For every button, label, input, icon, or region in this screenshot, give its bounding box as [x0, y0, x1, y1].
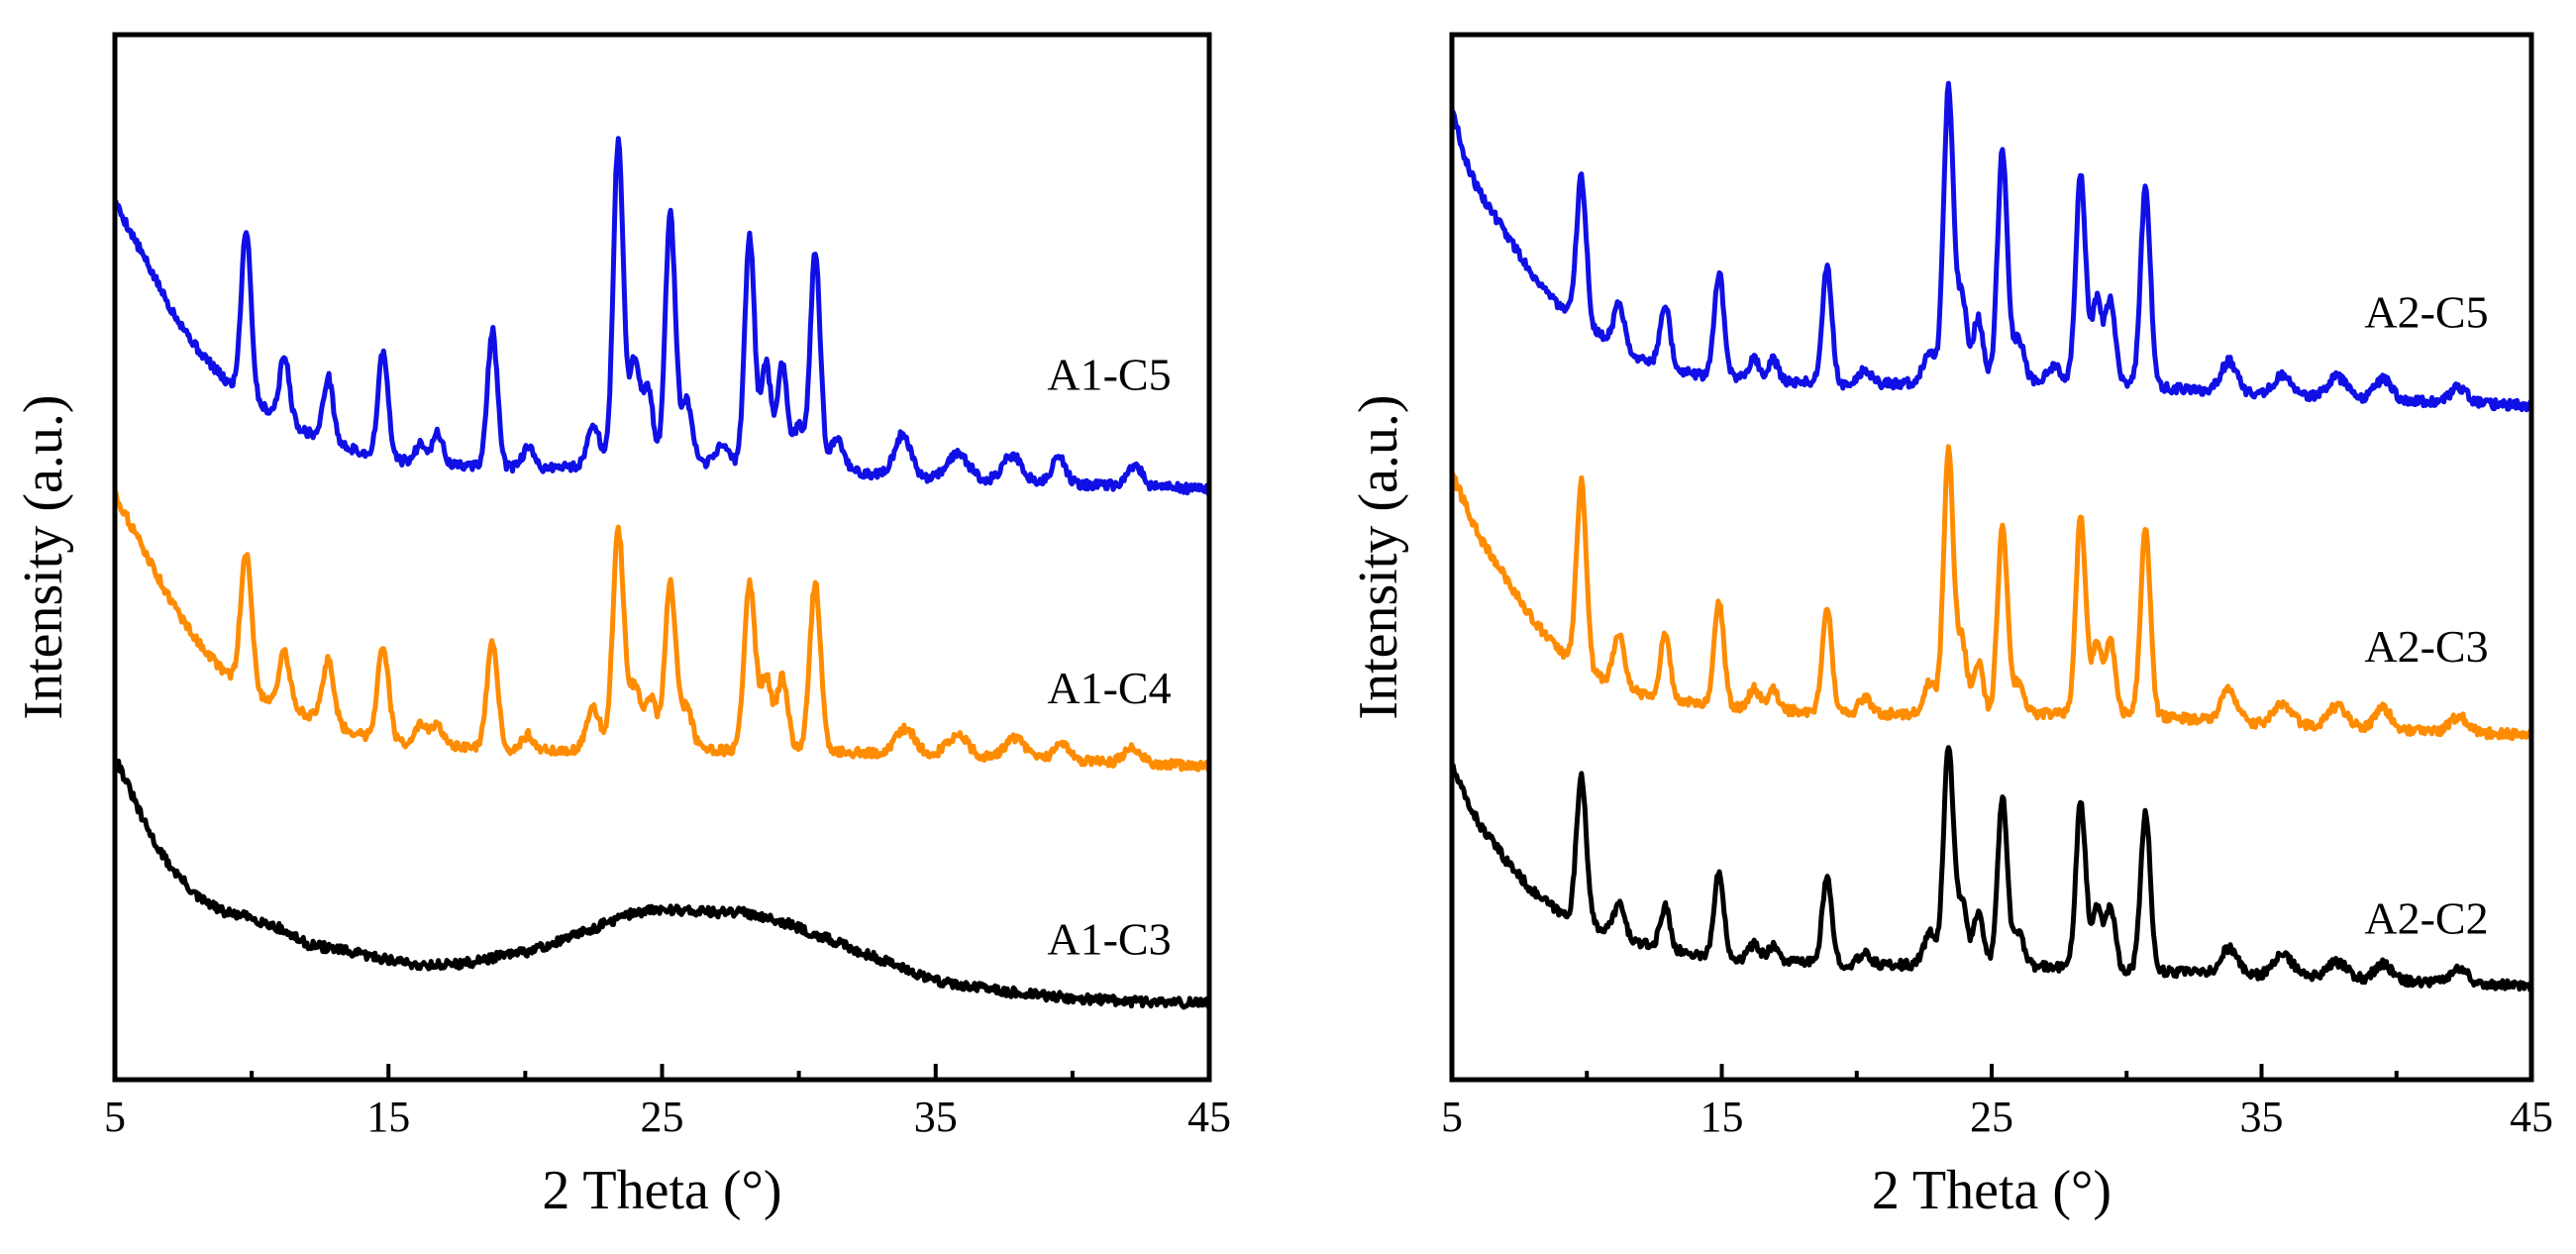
series-label-a2-c3: A2-C3: [2364, 621, 2488, 672]
x-tick-label: 15: [1700, 1093, 1744, 1141]
series-line-a1-c3: [112, 757, 1212, 1010]
chart-panel-left: A1-C5 A1-C4 A1-C3 5 15 25 35 45 2 Theta (°) Inten…: [13, 32, 1231, 1221]
x-tick-label: 25: [641, 1093, 684, 1141]
series-label-a2-c5: A2-C5: [2364, 286, 2488, 337]
x-axis-title: 2 Theta (°): [542, 1160, 781, 1221]
series-line-a1-c4: [112, 490, 1211, 773]
x-tick-label: 35: [2240, 1093, 2284, 1141]
series-label-a1-c5: A1-C5: [1047, 350, 1171, 400]
x-tick-label: 15: [366, 1093, 410, 1141]
series-line-a2-c2: [1449, 745, 2534, 993]
chart-panel-right: A2-C5 A2-C3 A2-C2 5 15 25 35 45 2 Theta (°) Inten…: [1348, 32, 2553, 1221]
x-tick-label: 5: [104, 1093, 126, 1141]
series-line-a1-c5: [112, 136, 1212, 496]
x-axis-title: 2 Theta (°): [1872, 1160, 2112, 1221]
series-label-a1-c4: A1-C4: [1047, 663, 1171, 713]
x-tick-label: 5: [1441, 1093, 1463, 1141]
x-tick-label: 25: [1970, 1093, 2013, 1141]
x-tick-label: 45: [1187, 1093, 1231, 1141]
series-label-a1-c3: A1-C3: [1047, 913, 1171, 964]
series-line-a2-c3: [1450, 444, 2534, 742]
x-tick-label: 45: [2510, 1093, 2553, 1141]
series-line-a2-c5: [1449, 80, 2533, 413]
x-tick-label: 35: [914, 1093, 958, 1141]
series-label-a2-c2: A2-C2: [2364, 892, 2488, 943]
y-axis-title: Intensity (a.u.): [1348, 394, 1409, 719]
y-axis-title: Intensity (a.u.): [13, 394, 74, 719]
